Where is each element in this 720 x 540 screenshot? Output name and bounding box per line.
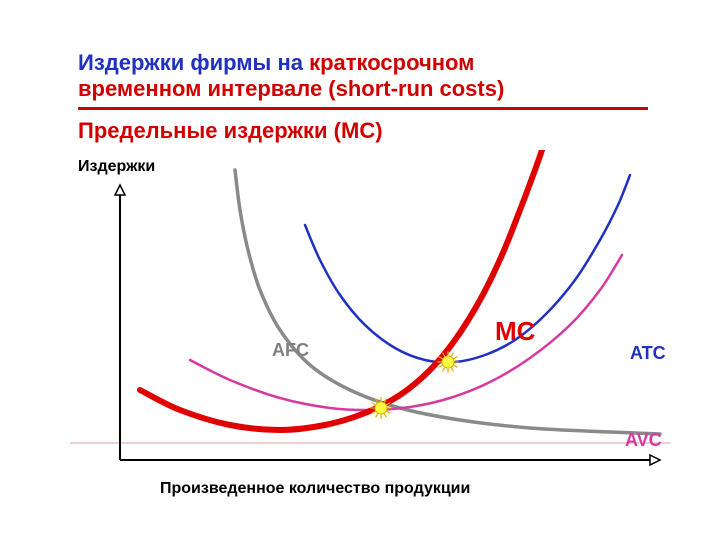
label-afc: AFC — [272, 340, 309, 361]
subtitle: Предельные издержки (МС) — [78, 118, 383, 144]
label-atc: ATC — [630, 343, 666, 364]
label-avc: AVC — [625, 430, 662, 451]
title-underline — [78, 107, 648, 110]
cost-curves-chart — [70, 150, 670, 480]
x-axis-label: Произведенное количество продукции — [160, 480, 470, 498]
label-mc: MC — [495, 316, 535, 347]
title-part1: Издержки фирмы на — [78, 50, 309, 75]
title-line2: временном интервале (short-run costs) — [78, 76, 638, 102]
title-part2: краткосрочном — [309, 50, 474, 75]
